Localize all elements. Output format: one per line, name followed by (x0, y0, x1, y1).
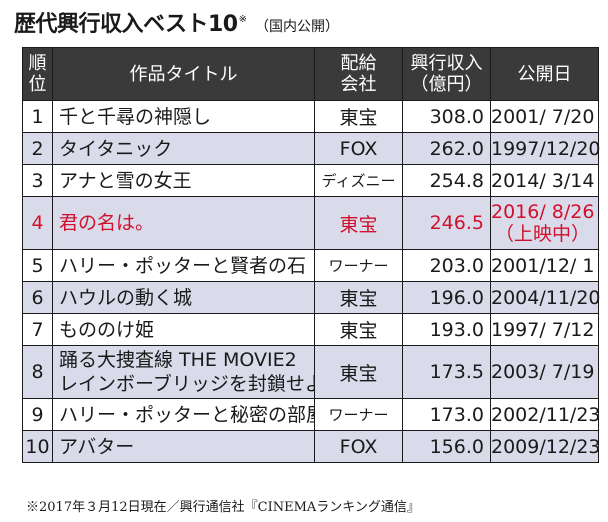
distributor-cell: ワーナー (314, 249, 403, 282)
release-date-cell: 2014/ 3/14 (490, 164, 599, 197)
release-line: 2014/ 3/14 (491, 169, 595, 192)
revenue-cell: 173.0 (402, 398, 491, 431)
distributor-cell: 東宝 (314, 100, 403, 133)
distributor-cell: FOX (314, 430, 403, 463)
rank-cell: 2 (22, 132, 53, 165)
rank-cell: 8 (22, 345, 53, 399)
title-cell: ハリー・ポッターと秘密の部屋 (52, 398, 315, 431)
source-note: ※2017年３月12日現在／興行通信社『CINEMAランキング通信』 (26, 500, 420, 515)
table-row: 10 アバター FOX 156.0 2009/12/23 (22, 430, 601, 463)
column-header-rank: 順 位 (22, 47, 53, 101)
release-date-cell: 2001/12/ 1 (490, 249, 599, 282)
release-line: 2001/12/ 1 (491, 254, 595, 277)
release-line: 2004/11/20 (491, 286, 601, 309)
title-line: 千と千尋の神隠し (59, 105, 212, 128)
table-row: 4 君の名は。 東宝 246.5 2016/ 8/26 （上映中） (22, 196, 599, 250)
title-line: 君の名は。 (59, 212, 155, 234)
table-row: 6 ハウルの動く城 東宝 196.0 2004/11/20 (22, 281, 601, 314)
distributor-cell: ワーナー (314, 398, 403, 431)
release-date-cell: 2004/11/20 (490, 281, 601, 314)
revenue-cell: 156.0 (402, 430, 491, 463)
release-line: （上映中） (494, 223, 590, 245)
table-body: 1 千と千尋の神隠し 東宝 308.0 2001/ 7/20 2 タイタニック FOX 262.… (22, 100, 601, 463)
release-line: 1997/ 7/12 (491, 318, 595, 341)
title-line: タイタニック (59, 137, 173, 160)
release-date-cell: 2002/11/23 (490, 398, 601, 431)
distributor-cell: 東宝 (314, 345, 403, 399)
title-cell: アバター (52, 430, 315, 463)
table-row: 1 千と千尋の神隠し 東宝 308.0 2001/ 7/20 (22, 100, 599, 133)
release-date-cell: 2003/ 7/19 (490, 345, 599, 399)
distributor-cell: ディズニー (314, 164, 403, 197)
rank-cell: 4 (22, 196, 53, 250)
column-header-revenue: 興行収入 （億円） (402, 47, 491, 101)
rank-cell: 1 (22, 100, 53, 133)
distributor-cell: 東宝 (314, 313, 403, 346)
title-cell: 千と千尋の神隠し (52, 100, 315, 133)
revenue-cell: 196.0 (402, 281, 491, 314)
table-row: 3 アナと雪の女王 ディズニー 254.8 2014/ 3/14 (22, 164, 599, 197)
distributor-cell: 東宝 (314, 281, 403, 314)
title-line: アバター (59, 435, 135, 458)
box-office-table: 順 位 作品タイトル 配給 会社 興行収入 （億円） 公開日 1 千と千尋の神隠し… (22, 47, 601, 463)
revenue-cell: 246.5 (402, 196, 491, 250)
title-note-mark: ※ (238, 14, 247, 25)
release-line: 2001/ 7/20 (491, 105, 595, 128)
title-cell: ハウルの動く城 (52, 281, 315, 314)
title-cell: タイタニック (52, 132, 315, 165)
title-line: ハウルの動く城 (59, 286, 193, 309)
title-cell: アナと雪の女王 (52, 164, 315, 197)
distributor-cell: 東宝 (314, 196, 403, 250)
title-cell: ハリー・ポッターと賢者の石 (52, 249, 315, 282)
rank-cell: 6 (22, 281, 53, 314)
table-row: 9 ハリー・ポッターと秘密の部屋 ワーナー 173.0 2002/11/23 (22, 398, 601, 431)
column-header-release: 公開日 (490, 47, 599, 101)
title-cell: 踊る大捜査線 THE MOVIE2 レインボーブリッジを封鎖せよ！ (52, 345, 315, 399)
release-date-cell: 2016/ 8/26 （上映中） (490, 196, 599, 250)
title-line: もののけ姫 (59, 318, 155, 341)
rank-cell: 3 (22, 164, 53, 197)
title-subtitle: （国内公開） (254, 19, 339, 35)
rank-cell: 10 (22, 430, 53, 463)
rank-cell: 5 (22, 249, 53, 282)
page-title: 歴代興行収入ベスト10 ※ （国内公開） (14, 6, 339, 37)
release-date-cell: 1997/12/20 (490, 132, 601, 165)
revenue-cell: 203.0 (402, 249, 491, 282)
table-row: 5 ハリー・ポッターと賢者の石 ワーナー 203.0 2001/12/ 1 (22, 249, 599, 282)
revenue-cell: 254.8 (402, 164, 491, 197)
rank-cell: 7 (22, 313, 53, 346)
table-header-row: 順 位 作品タイトル 配給 会社 興行収入 （億円） 公開日 (22, 47, 599, 101)
release-line: 2002/11/23 (491, 403, 601, 426)
revenue-cell: 308.0 (402, 100, 491, 133)
release-line: 2009/12/23 (491, 435, 601, 458)
release-line: 1997/12/20 (491, 137, 601, 160)
title-cell: 君の名は。 (52, 196, 315, 250)
rank-cell: 9 (22, 398, 53, 431)
title-line: レインボーブリッジを封鎖せよ！ (59, 373, 315, 395)
title-line: ハリー・ポッターと秘密の部屋 (59, 403, 315, 426)
release-line: 2003/ 7/19 (491, 361, 595, 383)
title-text: 歴代興行収入ベスト10 (14, 12, 238, 37)
distributor-cell: FOX (314, 132, 403, 165)
table-row: 7 もののけ姫 東宝 193.0 1997/ 7/12 (22, 313, 599, 346)
title-cell: もののけ姫 (52, 313, 315, 346)
title-line: アナと雪の女王 (59, 169, 192, 192)
revenue-cell: 193.0 (402, 313, 491, 346)
column-header-distributor: 配給 会社 (314, 47, 403, 101)
release-date-cell: 2009/12/23 (490, 430, 601, 463)
column-header-title: 作品タイトル (52, 47, 315, 101)
table-row: 8 踊る大捜査線 THE MOVIE2 レインボーブリッジを封鎖せよ！ 東宝 173.5… (22, 345, 599, 399)
release-date-cell: 1997/ 7/12 (490, 313, 599, 346)
release-date-cell: 2001/ 7/20 (490, 100, 599, 133)
title-line: 踊る大捜査線 THE MOVIE2 (59, 349, 297, 371)
revenue-cell: 173.5 (402, 345, 491, 399)
release-line: 2016/ 8/26 (491, 201, 595, 223)
table-row: 2 タイタニック FOX 262.0 1997/12/20 (22, 132, 601, 165)
revenue-cell: 262.0 (402, 132, 491, 165)
title-line: ハリー・ポッターと賢者の石 (59, 254, 307, 277)
